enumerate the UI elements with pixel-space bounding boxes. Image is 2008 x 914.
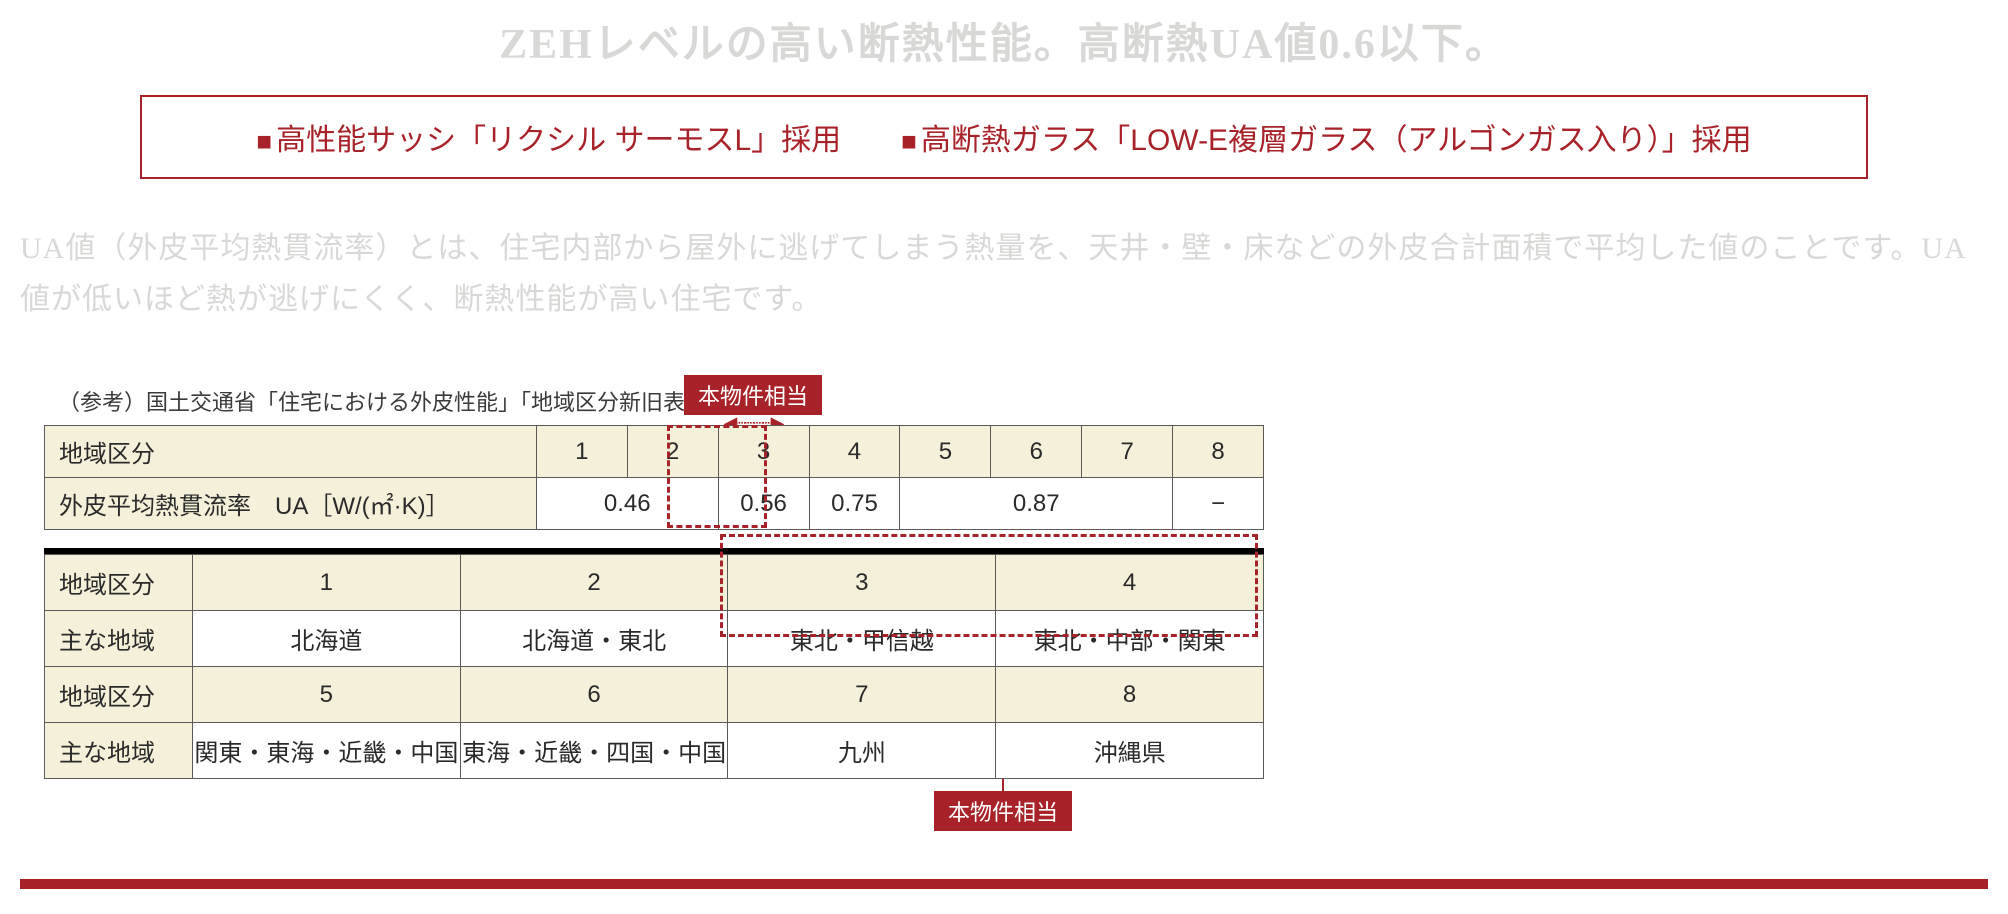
table-row: 主な地域 関東・東海・近畿・中国 東海・近畿・四国・中国 九州 沖縄県 [45, 723, 1264, 779]
ua-cell: 0.87 [900, 478, 1173, 530]
zone-cell: 7 [1082, 426, 1173, 478]
table-row: 地域区分 5 6 7 8 [45, 667, 1264, 723]
page-headline: ZEHレベルの高い断熱性能。高断熱UA値0.6以下。 [20, 10, 1988, 71]
body-paragraph: UA値（外皮平均熱貫流率）とは、住宅内部から屋外に逃げてしまう熱量を、天井・壁・… [20, 223, 1988, 325]
ua-cell: 0.75 [809, 478, 900, 530]
feature-item-2-text: 高断熱ガラス「LOW-E複層ガラス（アルゴンガス入り）」採用 [921, 124, 1752, 157]
zone-cell: 6 [991, 426, 1082, 478]
region-cell: 北海道・東北 [460, 611, 728, 667]
zone-cell: 3 [718, 426, 809, 478]
ua-row1-label: 地域区分 [45, 426, 537, 478]
zone-cell: 5 [192, 667, 460, 723]
zone-cell: 3 [728, 555, 996, 611]
region-cell: 関東・東海・近畿・中国 [192, 723, 460, 779]
bottom-red-bar [20, 879, 1988, 889]
zone-cell: 7 [728, 667, 996, 723]
region-region-label: 主な地域 [45, 723, 193, 779]
table-row: 地域区分 1 2 3 4 [45, 555, 1264, 611]
zone-cell: 8 [996, 667, 1264, 723]
region-zone-label: 地域区分 [45, 555, 193, 611]
feature-item-1-text: 高性能サッシ「リクシル サーモスL」採用 [276, 124, 841, 157]
zone-cell: 5 [900, 426, 991, 478]
region-zone-label: 地域区分 [45, 667, 193, 723]
zone-cell: 2 [460, 555, 728, 611]
region-region-label: 主な地域 [45, 611, 193, 667]
zone-cell: 4 [996, 555, 1264, 611]
reference-note: （参考）国土交通省「住宅における外皮性能」「地域区分新旧表」 [58, 385, 1264, 417]
table-row: 外皮平均熱貫流率 UA［W/(㎡·K)］ 0.46 0.56 0.75 0.87… [45, 478, 1264, 530]
ua-cell: 0.46 [536, 478, 718, 530]
zone-cell: 6 [460, 667, 728, 723]
ua-cell: 0.56 [718, 478, 809, 530]
region-cell: 東北・甲信越 [728, 611, 996, 667]
zone-cell: 8 [1173, 426, 1264, 478]
table-row: 主な地域 北海道 北海道・東北 東北・甲信越 東北・中部・関東 [45, 611, 1264, 667]
region-cell: 東海・近畿・四国・中国 [460, 723, 728, 779]
feature-item-2: ■高断熱ガラス「LOW-E複層ガラス（アルゴンガス入り）」採用 [901, 115, 1751, 159]
callout-bottom-label: 本物件相当 [934, 791, 1072, 831]
ua-table: 地域区分 1 2 3 4 5 6 7 8 外皮平均熱貫流率 UA［W/(㎡·K)… [44, 425, 1264, 530]
feature-item-1: ■高性能サッシ「リクシル サーモスL」採用 [256, 115, 841, 159]
callout-top-label: 本物件相当 [684, 375, 822, 415]
region-cell: 沖縄県 [996, 723, 1264, 779]
ua-cell: − [1173, 478, 1264, 530]
ua-row2-label: 外皮平均熱貫流率 UA［W/(㎡·K)］ [45, 478, 537, 530]
region-cell: 九州 [728, 723, 996, 779]
zone-cell: 1 [536, 426, 627, 478]
region-cell: 東北・中部・関東 [996, 611, 1264, 667]
zone-cell: 4 [809, 426, 900, 478]
region-table: 地域区分 1 2 3 4 主な地域 北海道 北海道・東北 東北・甲信越 東北・中… [44, 554, 1264, 779]
tables-area: 本物件相当 ◀┈┈┈┈▶ （参考）国土交通省「住宅における外皮性能」「地域区分新… [44, 385, 1264, 779]
zone-cell: 1 [192, 555, 460, 611]
feature-box: ■高性能サッシ「リクシル サーモスL」採用 ■高断熱ガラス「LOW-E複層ガラス… [140, 95, 1868, 179]
table-row: 地域区分 1 2 3 4 5 6 7 8 [45, 426, 1264, 478]
region-cell: 北海道 [192, 611, 460, 667]
zone-cell: 2 [627, 426, 718, 478]
